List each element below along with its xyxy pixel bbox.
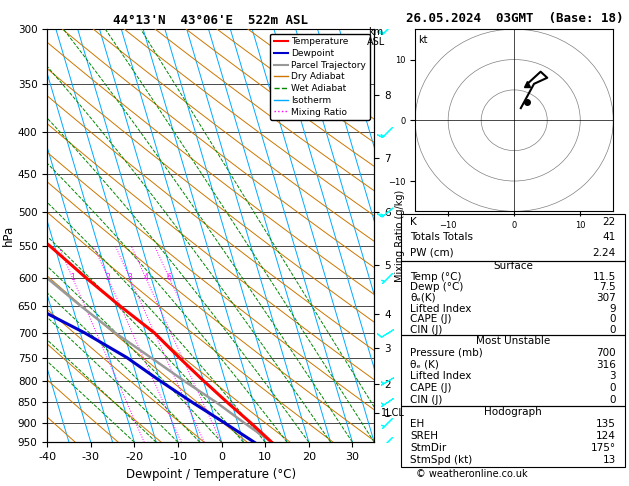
Bar <box>401 260 625 335</box>
Text: Temp (°C): Temp (°C) <box>410 272 462 281</box>
Text: 1LCL: 1LCL <box>381 408 404 418</box>
Text: 6: 6 <box>167 273 172 282</box>
Text: 0: 0 <box>609 314 616 324</box>
Text: © weatheronline.co.uk: © weatheronline.co.uk <box>416 469 528 479</box>
Text: K: K <box>410 217 417 226</box>
Text: 700: 700 <box>596 348 616 358</box>
Text: 26.05.2024  03GMT  (Base: 18): 26.05.2024 03GMT (Base: 18) <box>406 12 623 25</box>
Text: 307: 307 <box>596 293 616 303</box>
Legend: Temperature, Dewpoint, Parcel Trajectory, Dry Adiabat, Wet Adiabat, Isotherm, Mi: Temperature, Dewpoint, Parcel Trajectory… <box>270 34 370 120</box>
Text: 22: 22 <box>603 217 616 226</box>
Text: 7.5: 7.5 <box>599 282 616 292</box>
Bar <box>401 406 625 467</box>
Text: 316: 316 <box>596 360 616 370</box>
Text: SREH: SREH <box>410 431 438 441</box>
Text: CAPE (J): CAPE (J) <box>410 383 452 393</box>
Text: 2: 2 <box>105 273 110 282</box>
Text: Lifted Index: Lifted Index <box>410 371 472 382</box>
Text: Most Unstable: Most Unstable <box>476 336 550 346</box>
Text: StmSpd (kt): StmSpd (kt) <box>410 455 472 466</box>
Text: 41: 41 <box>603 232 616 242</box>
Text: CAPE (J): CAPE (J) <box>410 314 452 324</box>
Bar <box>401 335 625 406</box>
Text: 175°: 175° <box>591 443 616 453</box>
Text: PW (cm): PW (cm) <box>410 248 454 258</box>
Text: 135: 135 <box>596 419 616 429</box>
Text: 3: 3 <box>609 371 616 382</box>
Text: Lifted Index: Lifted Index <box>410 304 472 313</box>
Text: 0: 0 <box>609 395 616 405</box>
Y-axis label: Mixing Ratio (g/kg): Mixing Ratio (g/kg) <box>395 190 405 282</box>
Text: 13: 13 <box>603 455 616 466</box>
Text: Pressure (mb): Pressure (mb) <box>410 348 483 358</box>
Text: km
ASL: km ASL <box>367 27 386 47</box>
Text: CIN (J): CIN (J) <box>410 395 443 405</box>
Text: 9: 9 <box>609 304 616 313</box>
Y-axis label: hPa: hPa <box>2 225 15 246</box>
Text: 4: 4 <box>143 273 148 282</box>
Text: Dewp (°C): Dewp (°C) <box>410 282 464 292</box>
Text: 0: 0 <box>609 325 616 335</box>
Bar <box>401 214 625 260</box>
Text: StmDir: StmDir <box>410 443 447 453</box>
Text: kt: kt <box>418 35 428 45</box>
Text: Surface: Surface <box>493 261 533 271</box>
Text: 124: 124 <box>596 431 616 441</box>
Text: 3: 3 <box>127 273 132 282</box>
Text: 1: 1 <box>70 273 75 282</box>
Text: 11.5: 11.5 <box>593 272 616 281</box>
X-axis label: Dewpoint / Temperature (°C): Dewpoint / Temperature (°C) <box>126 468 296 481</box>
Text: θₑ(K): θₑ(K) <box>410 293 436 303</box>
Text: Totals Totals: Totals Totals <box>410 232 473 242</box>
Text: EH: EH <box>410 419 425 429</box>
Text: 0: 0 <box>609 383 616 393</box>
Text: θₑ (K): θₑ (K) <box>410 360 439 370</box>
Text: CIN (J): CIN (J) <box>410 325 443 335</box>
Text: 2.24: 2.24 <box>593 248 616 258</box>
Text: Hodograph: Hodograph <box>484 407 542 417</box>
Title: 44°13'N  43°06'E  522m ASL: 44°13'N 43°06'E 522m ASL <box>113 14 308 27</box>
